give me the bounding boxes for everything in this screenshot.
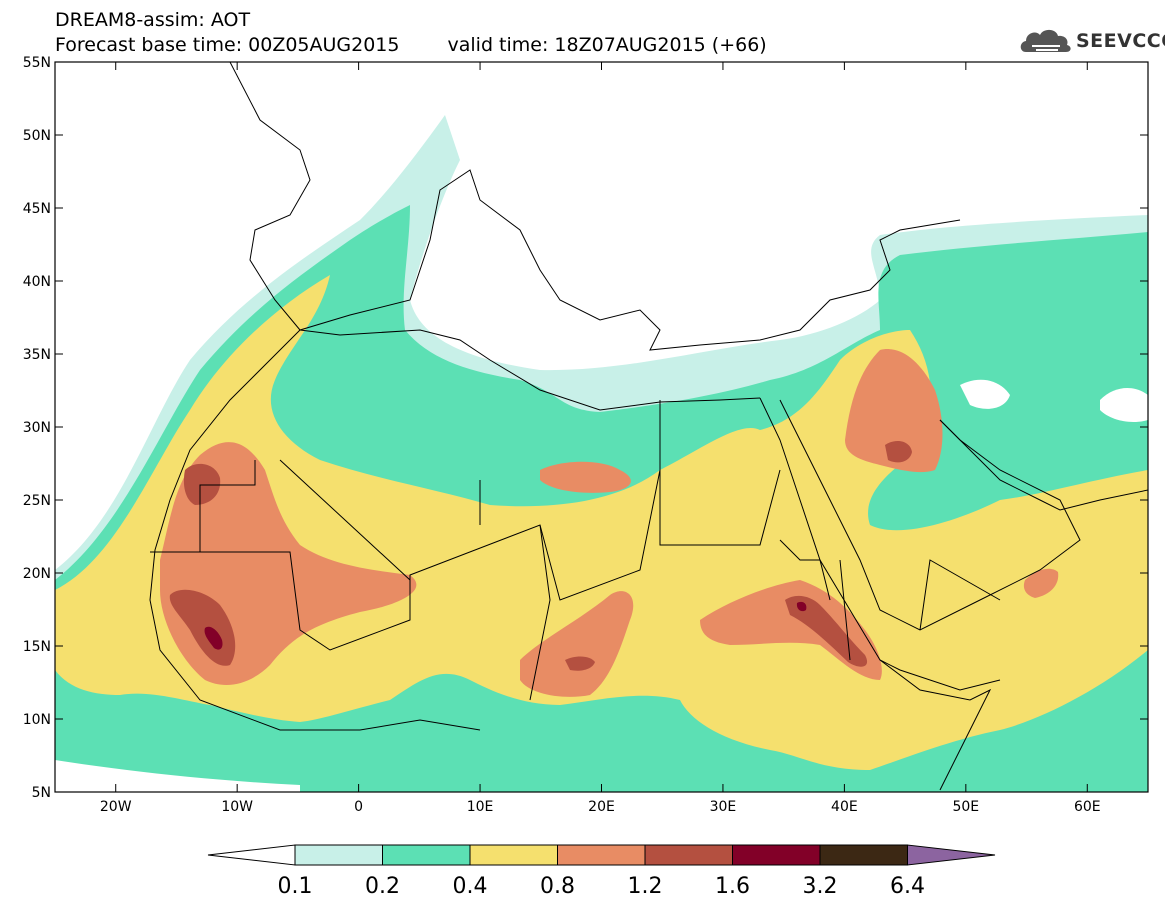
- colorbar-segment: [732, 844, 821, 866]
- cloud-logo-icon: [1020, 29, 1071, 52]
- colorbar-label: 6.4: [890, 874, 925, 899]
- lon-tick-label: 30E: [710, 799, 737, 815]
- lon-tick-label: 50E: [952, 799, 979, 815]
- coastline-north-africa: [299, 329, 761, 411]
- aot-band-1.6: [796, 601, 807, 612]
- aot-band-0.8: [700, 580, 882, 680]
- coastline-europe: [229, 62, 961, 351]
- colorbar-segment: [469, 844, 558, 866]
- lat-tick-label: 5N: [32, 785, 51, 801]
- aot-band-1.6: [204, 626, 223, 650]
- aot-band-0.8: [540, 461, 631, 493]
- colorbar-label: 0.8: [540, 874, 575, 899]
- coastline-gulf: [939, 419, 1148, 511]
- colorbar-label: 1.2: [628, 874, 663, 899]
- aot-clear-area: [1100, 388, 1148, 422]
- colorbar: 0.1 0.2 0.4 0.8 1.2 1.6 3.2 6.4: [207, 844, 996, 899]
- colorbar-segment: [819, 844, 908, 866]
- aot-band-1.2: [565, 656, 595, 671]
- aot-band-0.8: [845, 349, 943, 473]
- border-lines: [199, 400, 1001, 701]
- seevccc-logo: SEEVCCC: [1018, 24, 1165, 58]
- lon-tick-label: 10W: [221, 799, 253, 815]
- aot-band-1.2: [885, 440, 912, 463]
- base-time-label: Forecast base time: 00Z05AUG2015: [55, 34, 400, 56]
- lon-tick-label: 10E: [467, 799, 494, 815]
- coastline-red-sea: [759, 397, 1001, 691]
- aot-band-1.2: [785, 595, 868, 667]
- logo-text: SEEVCCC: [1076, 30, 1165, 52]
- lon-tick-label: 60E: [1074, 799, 1101, 815]
- coastlines: [149, 62, 1148, 791]
- coastline-africa: [149, 329, 481, 731]
- colorbar-over-triangle: [907, 844, 996, 866]
- coastline-arabia: [779, 399, 1081, 631]
- lat-tick-label: 35N: [23, 347, 51, 363]
- aot-contour-field: [55, 115, 1148, 792]
- lat-tick-label: 40N: [23, 274, 51, 290]
- aot-band-0.8: [520, 591, 634, 697]
- lat-tick-label: 45N: [23, 201, 51, 217]
- colorbar-segment: [557, 844, 646, 866]
- colorbar-label: 1.6: [715, 874, 750, 899]
- lat-tick-label: 55N: [23, 55, 51, 71]
- colorbar-segment: [644, 844, 733, 866]
- lat-tick-label: 15N: [23, 639, 51, 655]
- colorbar-under-triangle: [207, 844, 296, 866]
- aot-clear-area: [960, 379, 1010, 409]
- lon-tick-label: 20E: [588, 799, 615, 815]
- border-sahara: [150, 469, 781, 651]
- longitude-axis: 20W 10W 0 10E 20E 30E 40E 50E 60E: [100, 62, 1101, 815]
- map-title: DREAM8-assim: AOT: [55, 9, 251, 31]
- colorbar-label: 0.2: [365, 874, 400, 899]
- aot-band-1.2: [183, 463, 221, 505]
- lon-tick-label: 20W: [100, 799, 132, 815]
- latitude-axis: 55N 50N 45N 40N 35N 30N 25N 20N 15N 10N 5N: [23, 55, 1148, 801]
- coastline-horn: [879, 659, 992, 791]
- colorbar-label: 0.4: [453, 874, 488, 899]
- lat-tick-label: 10N: [23, 712, 51, 728]
- lon-tick-label: 0: [354, 799, 363, 815]
- colorbar-segment: [382, 844, 471, 866]
- aot-clear-area: [55, 760, 300, 792]
- lon-tick-label: 40E: [831, 799, 858, 815]
- colorbar-label: 0.1: [278, 874, 313, 899]
- map-subtitle: Forecast base time: 00Z05AUG2015 valid ti…: [55, 34, 767, 56]
- colorbar-label: 3.2: [803, 874, 838, 899]
- colorbar-segment: [294, 844, 383, 866]
- lat-tick-label: 20N: [23, 566, 51, 582]
- valid-time-label: valid time: 18Z07AUG2015 (+66): [447, 34, 767, 56]
- lat-tick-label: 30N: [23, 420, 51, 436]
- lat-tick-label: 25N: [23, 493, 51, 509]
- aot-band-0.8: [1023, 568, 1059, 598]
- lat-tick-label: 50N: [23, 128, 51, 144]
